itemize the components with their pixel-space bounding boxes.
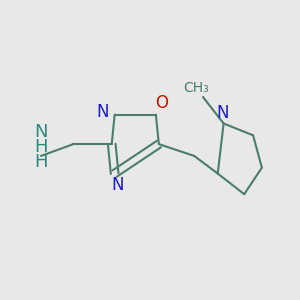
Text: N: N	[34, 123, 48, 141]
Text: H: H	[34, 138, 48, 156]
Text: N: N	[97, 103, 109, 121]
Text: O: O	[155, 94, 168, 112]
Text: H: H	[34, 153, 48, 171]
Text: N: N	[216, 104, 228, 122]
Text: CH₃: CH₃	[183, 81, 208, 95]
Text: N: N	[111, 176, 124, 194]
